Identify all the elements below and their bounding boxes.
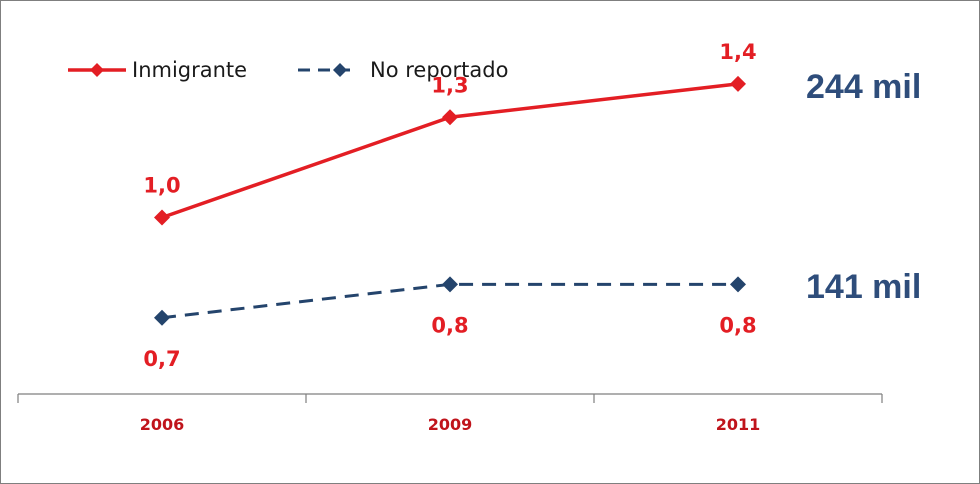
data-label: 1,3 (431, 73, 468, 97)
data-label: 0,8 (431, 313, 468, 337)
legend-label-no-reportado: No reportado (370, 58, 508, 82)
legend-item-inmigrante: Inmigrante (68, 58, 247, 82)
series-no-reportado: 0,7 0,8 0,8 (143, 276, 757, 371)
data-point (730, 75, 746, 92)
data-label: 1,4 (719, 40, 756, 64)
x-tick-label-2009: 2009 (428, 415, 473, 434)
legend-marker-no-reportado (333, 63, 347, 77)
legend-label-inmigrante: Inmigrante (132, 58, 247, 82)
legend-marker-inmigrante (90, 63, 104, 77)
series-inmigrante: 1,0 1,3 1,4 (143, 40, 757, 226)
data-point (442, 276, 458, 293)
data-label: 1,0 (143, 174, 180, 198)
x-tick-label-2011: 2011 (716, 415, 761, 434)
series-line-inmigrante (161, 82, 739, 220)
annotation-inmigrante-total: 244 mil (806, 68, 921, 106)
annotation-no-reportado-total: 141 mil (806, 268, 921, 306)
data-point (154, 309, 170, 326)
data-point (154, 209, 170, 226)
data-label: 0,8 (719, 313, 756, 337)
data-label: 0,7 (143, 347, 180, 371)
legend: Inmigrante No reportado (68, 58, 508, 82)
legend-item-no-reportado: No reportado (298, 58, 508, 82)
x-axis: 2006 2009 2011 (17, 393, 883, 434)
data-point (442, 109, 458, 126)
x-tick-label-2006: 2006 (140, 415, 185, 434)
data-point (730, 276, 746, 293)
